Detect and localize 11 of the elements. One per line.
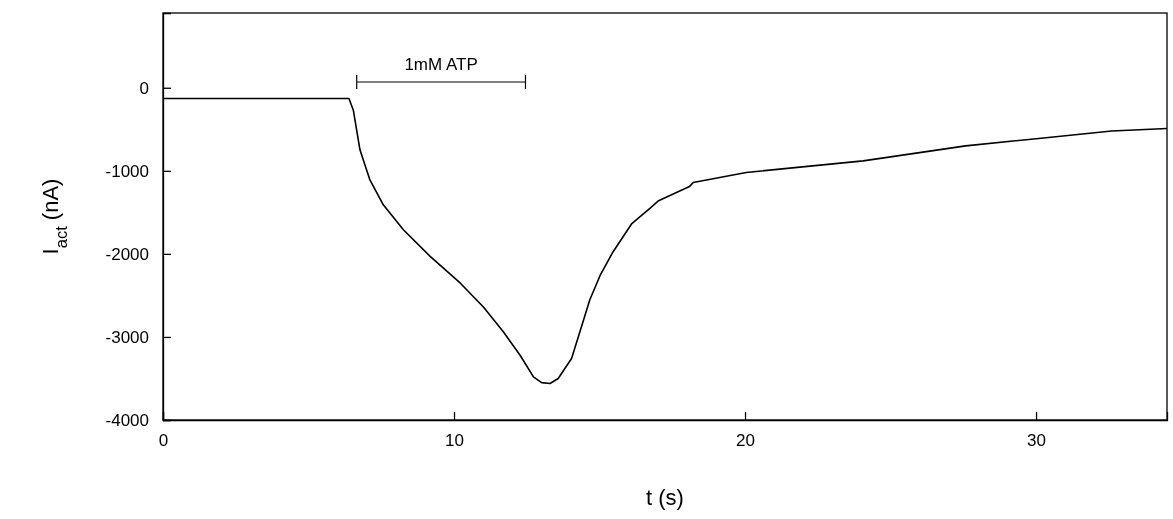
x-tick-label: 20 <box>736 431 755 451</box>
y-tick-label: -1000 <box>105 161 149 181</box>
x-tick-label: 30 <box>1027 431 1046 451</box>
y-tick-label: -3000 <box>105 327 149 347</box>
y-tick-label: -4000 <box>105 410 149 430</box>
y-tick-label: -2000 <box>105 244 149 264</box>
y-tick-label: 0 <box>139 78 149 98</box>
x-axis-title: t (s) <box>646 485 684 510</box>
x-tick-label: 10 <box>445 431 464 451</box>
x-tick-label: 0 <box>158 431 169 451</box>
annotation: 1mM ATP <box>404 55 478 74</box>
